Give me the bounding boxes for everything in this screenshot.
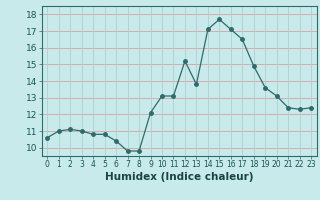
X-axis label: Humidex (Indice chaleur): Humidex (Indice chaleur) — [105, 172, 253, 182]
